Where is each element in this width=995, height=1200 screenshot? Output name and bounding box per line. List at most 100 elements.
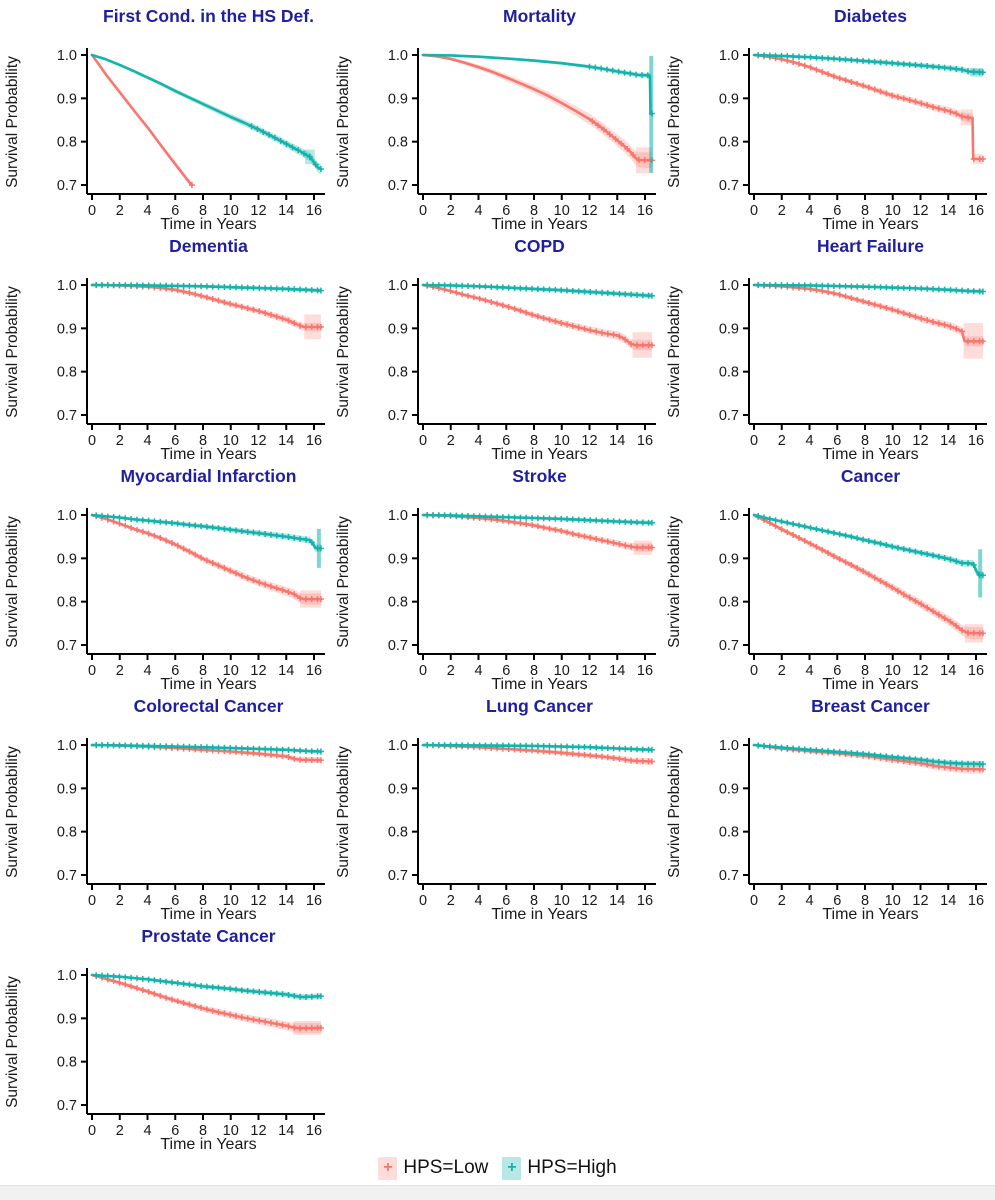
x-tick-label: 14: [940, 433, 956, 449]
y-tick-label: 0.9: [388, 321, 408, 337]
x-tick-label: 12: [581, 663, 597, 679]
x-tick-label: 14: [940, 663, 956, 679]
panel-plot-myocardial-infarction: 0.7 0.8 0.9 1.0 0 2 4 6 8 10 12 14 16 Time in Years Su…: [4, 466, 325, 693]
x-tick-label: 10: [554, 433, 570, 449]
x-axis-title: Time in Years: [160, 906, 256, 920]
y-tick-label: 0.7: [57, 408, 77, 424]
x-tick-label: 12: [912, 203, 928, 219]
censor-marks-high: [755, 742, 986, 768]
y-tick-label: 0.8: [57, 595, 77, 611]
x-tick-label: 12: [250, 893, 266, 909]
y-axis-title: Survival Probability: [4, 746, 21, 878]
y-axis-title: Survival Probability: [4, 286, 21, 418]
x-tick-label: 4: [143, 663, 151, 679]
x-axis-title: Time in Years: [822, 446, 918, 460]
axes: [86, 738, 325, 885]
axes: [86, 508, 325, 655]
x-tick-label: 2: [116, 663, 124, 679]
x-tick-label: 6: [833, 663, 841, 679]
x-tick-label: 2: [447, 203, 455, 219]
x-tick-label: 0: [750, 663, 758, 679]
y-tick-label: 0.8: [388, 365, 408, 381]
y-tick-label: 0.9: [388, 551, 408, 567]
y-tick-label: 0.7: [388, 178, 408, 194]
x-tick-label: 8: [199, 433, 207, 449]
ci-ribbon-low: [754, 283, 983, 347]
x-tick-label: 14: [609, 203, 625, 219]
survival-panel-diabetes: 0.7 0.8 0.9 1.0 0 2 4 6 8 10 12 14 16 Time in Years Su…: [663, 0, 994, 233]
x-tick-label: 10: [885, 893, 901, 909]
panel-title: COPD: [514, 236, 565, 256]
y-tick-label: 1.0: [57, 738, 77, 754]
x-tick-label: 16: [306, 893, 322, 909]
x-axis-title: Time in Years: [822, 216, 918, 230]
x-tick-label: 4: [474, 433, 482, 449]
legend-label-high: HPS=High: [527, 1157, 617, 1178]
censor-marks-high: [755, 282, 986, 295]
window-bottom-bar: [0, 1185, 995, 1200]
censor-marks-high: [93, 972, 324, 1000]
panel-plot-cancer: 0.7 0.8 0.9 1.0 0 2 4 6 8 10 12 14 16 Time in Years Su…: [666, 466, 987, 693]
y-tick-label: 0.8: [57, 365, 77, 381]
x-tick-label: 10: [885, 203, 901, 219]
x-tick-label: 10: [885, 433, 901, 449]
y-axis-title: Survival Probability: [335, 746, 352, 878]
x-tick-label: 6: [171, 663, 179, 679]
y-tick-label: 0.7: [57, 1098, 77, 1114]
x-tick-label: 8: [861, 893, 869, 909]
legend-label-low: HPS=Low: [403, 1157, 489, 1178]
x-tick-label: 10: [885, 663, 901, 679]
y-tick-label: 0.9: [57, 1011, 77, 1027]
x-tick-label: 14: [278, 663, 294, 679]
x-axis-title: Time in Years: [160, 216, 256, 230]
y-tick-label: 1.0: [719, 278, 739, 294]
y-tick-label: 1.0: [719, 508, 739, 524]
y-axis-title: Survival Probability: [666, 746, 683, 878]
ci-ribbon-high: [423, 53, 652, 117]
y-tick-label: 0.9: [57, 551, 77, 567]
panel-title: First Cond. in the HS Def.: [103, 6, 314, 26]
x-tick-label: 8: [861, 433, 869, 449]
x-tick-label: 8: [530, 893, 538, 909]
x-tick-label: 2: [447, 893, 455, 909]
axes: [86, 968, 325, 1115]
y-tick-label: 0.9: [57, 321, 77, 337]
ci-ribbon-low: [92, 973, 321, 1034]
x-tick-label: 14: [609, 893, 625, 909]
y-tick-label: 0.8: [388, 595, 408, 611]
y-tick-label: 0.8: [388, 825, 408, 841]
y-tick-label: 1.0: [388, 48, 408, 64]
y-tick-label: 0.7: [388, 868, 408, 884]
y-tick-label: 0.8: [719, 365, 739, 381]
y-axis-title: Survival Probability: [335, 286, 352, 418]
x-tick-label: 0: [750, 433, 758, 449]
axes: [748, 738, 987, 885]
x-tick-label: 10: [223, 1123, 239, 1139]
y-tick-label: 0.9: [388, 91, 408, 107]
survival-panel-dementia: 0.7 0.8 0.9 1.0 0 2 4 6 8 10 12 14 16 Time in Years Su…: [1, 230, 332, 463]
x-tick-label: 16: [968, 663, 984, 679]
ci-ribbon-high: [92, 53, 321, 175]
x-tick-label: 8: [199, 1123, 207, 1139]
x-tick-label: 2: [778, 663, 786, 679]
x-tick-label: 16: [968, 893, 984, 909]
y-tick-label: 0.8: [719, 135, 739, 151]
survival-panel-breast-cancer: 0.7 0.8 0.9 1.0 0 2 4 6 8 10 12 14 16 Time in Years Su…: [663, 690, 994, 923]
x-tick-label: 16: [637, 663, 653, 679]
survival-panel-lung-cancer: 0.7 0.8 0.9 1.0 0 2 4 6 8 10 12 14 16 Time in Years Su…: [332, 690, 663, 923]
survival-panel-mortality: 0.7 0.8 0.9 1.0 0 2 4 6 8 10 12 14 16 Time in Years Su…: [332, 0, 663, 233]
survival-panels-grid: 0.7 0.8 0.9 1.0 0 2 4 6 8 10 12 14 16 Time in Years Su…: [1, 0, 994, 1153]
censor-marks-high: [424, 742, 655, 753]
y-axis-title: Survival Probability: [666, 516, 683, 648]
legend-key-low-icon: +: [378, 1156, 398, 1180]
y-tick-label: 0.9: [719, 551, 739, 567]
x-tick-label: 6: [833, 433, 841, 449]
censor-marks-low: [188, 182, 195, 188]
panel-plot-first-cond-in-the-hs-def: 0.7 0.8 0.9 1.0 0 2 4 6 8 10 12 14 16 Time in Years Su…: [4, 6, 325, 233]
y-tick-label: 0.7: [719, 638, 739, 654]
censor-marks-low: [93, 513, 324, 603]
y-tick-label: 1.0: [719, 738, 739, 754]
panel-plot-lung-cancer: 0.7 0.8 0.9 1.0 0 2 4 6 8 10 12 14 16 Time in Years Su…: [335, 696, 656, 923]
x-tick-label: 12: [912, 433, 928, 449]
survival-panel-copd: 0.7 0.8 0.9 1.0 0 2 4 6 8 10 12 14 16 Time in Years Su…: [332, 230, 663, 463]
